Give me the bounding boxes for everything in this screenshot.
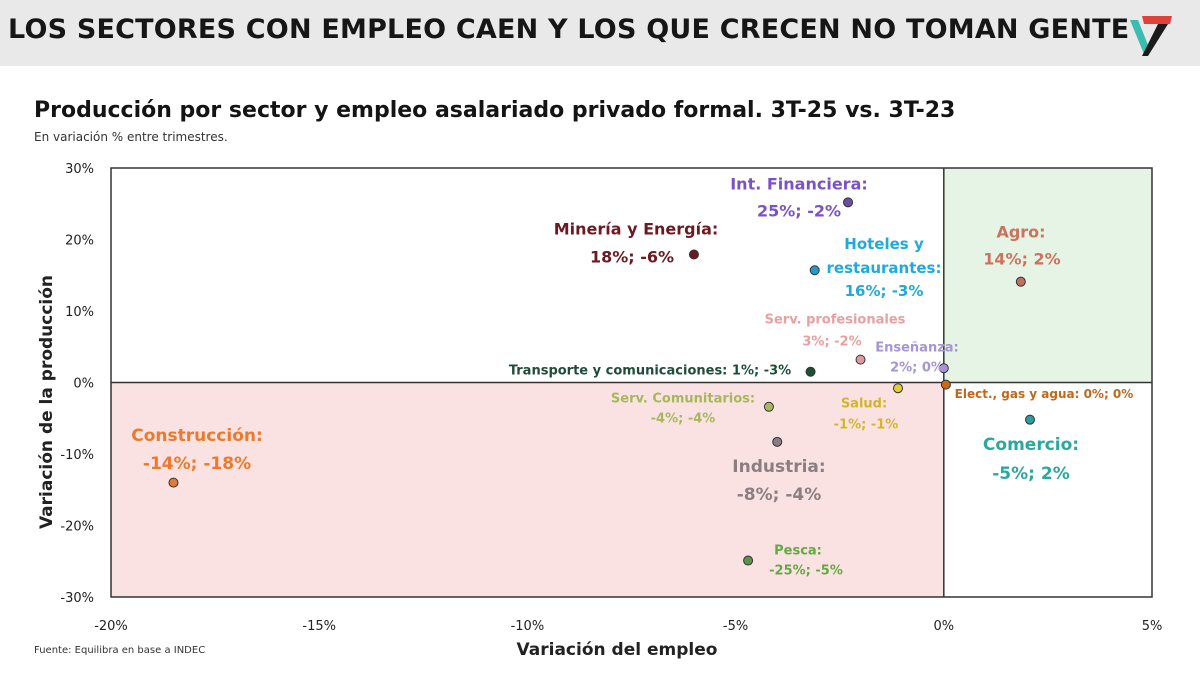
- point-label-name: Pesca:: [774, 543, 822, 559]
- y-tick-label: -20%: [60, 520, 94, 535]
- point-label-value: -8%; -4%: [736, 485, 822, 505]
- point-label-name: Transporte y comunicaciones: 1%; -3%: [508, 363, 792, 379]
- point-label-name: Agro:: [996, 222, 1046, 242]
- point-label-name: Salud:: [840, 396, 888, 412]
- point-label-name: Hoteles y: [844, 235, 924, 253]
- point-label-name: Comercio:: [982, 435, 1080, 455]
- y-tick-label: 30%: [65, 162, 94, 177]
- point-label-name: Serv. profesionales: [764, 312, 906, 328]
- point-label-name: Int. Financiera:: [730, 174, 868, 194]
- data-point: [938, 363, 949, 374]
- header-title: LOS SECTORES CON EMPLEO CAEN Y LOS QUE C…: [8, 14, 1130, 45]
- point-label-value: -4%; -4%: [650, 411, 716, 427]
- data-point: [1024, 414, 1035, 425]
- quadrant-growth-shade: [943, 168, 1152, 383]
- x-tick-label: -10%: [511, 619, 545, 634]
- y-tick-label: 10%: [65, 305, 94, 320]
- y-axis-label: Variación de la producción: [37, 275, 57, 529]
- point-label-value: 2%; 0%: [890, 360, 944, 376]
- point-label-value: 25%; -2%: [756, 201, 842, 221]
- point-label-name: Industria:: [732, 457, 826, 477]
- data-point: [940, 379, 951, 390]
- point-label-name: Elect., gas y agua: 0%; 0%: [954, 387, 1134, 401]
- equilibra-logo-icon: [1130, 16, 1172, 56]
- point-label-value: -25%; -5%: [769, 563, 843, 579]
- y-tick-label: -30%: [60, 591, 94, 606]
- point-label-value: 16%; -3%: [844, 282, 924, 300]
- header-band: LOS SECTORES CON EMPLEO CAEN Y LOS QUE C…: [0, 0, 1200, 66]
- x-axis-label: Variación del empleo: [517, 640, 718, 660]
- chart-title: Producción por sector y empleo asalariad…: [34, 98, 956, 123]
- y-tick-label: 0%: [73, 377, 94, 392]
- data-point: [892, 383, 903, 394]
- point-label-name: Construcción:: [131, 426, 263, 446]
- x-tick-label: -15%: [302, 619, 336, 634]
- x-tick-label: -5%: [723, 619, 748, 634]
- point-label-name: Enseñanza:: [875, 340, 959, 356]
- y-tick-label: 20%: [65, 234, 94, 249]
- y-tick-label: -10%: [60, 448, 94, 463]
- data-point: [168, 477, 179, 488]
- data-point: [688, 249, 699, 260]
- point-label-value: 18%; -6%: [589, 247, 675, 267]
- x-tick-label: 0%: [933, 619, 954, 634]
- data-point: [809, 265, 820, 276]
- chart-subtitle: En variación % entre trimestres.: [34, 130, 228, 144]
- point-label-value: 14%; 2%: [983, 249, 1061, 269]
- data-point: [1015, 276, 1026, 287]
- x-tick-label: -20%: [94, 619, 128, 634]
- point-label-value: -1%; -1%: [833, 417, 899, 433]
- data-point: [763, 401, 774, 412]
- quadrant-decline-shade: [111, 382, 944, 597]
- point-label-value: -14%; -18%: [142, 454, 252, 474]
- data-point: [743, 555, 754, 566]
- point-label-value: -5%; 2%: [992, 464, 1070, 484]
- data-point: [772, 436, 783, 447]
- data-point: [805, 366, 816, 377]
- point-label-name: Serv. Comunitarios:: [610, 391, 756, 407]
- point-label-value: 3%; -2%: [802, 334, 862, 350]
- data-point: [855, 354, 866, 365]
- point-label-name: restaurantes:: [826, 259, 942, 277]
- data-point: [843, 197, 854, 208]
- x-tick-label: 5%: [1142, 619, 1163, 634]
- point-label-name: Minería y Energía:: [553, 219, 719, 239]
- source-note: Fuente: Equilibra en base a INDEC: [34, 645, 206, 656]
